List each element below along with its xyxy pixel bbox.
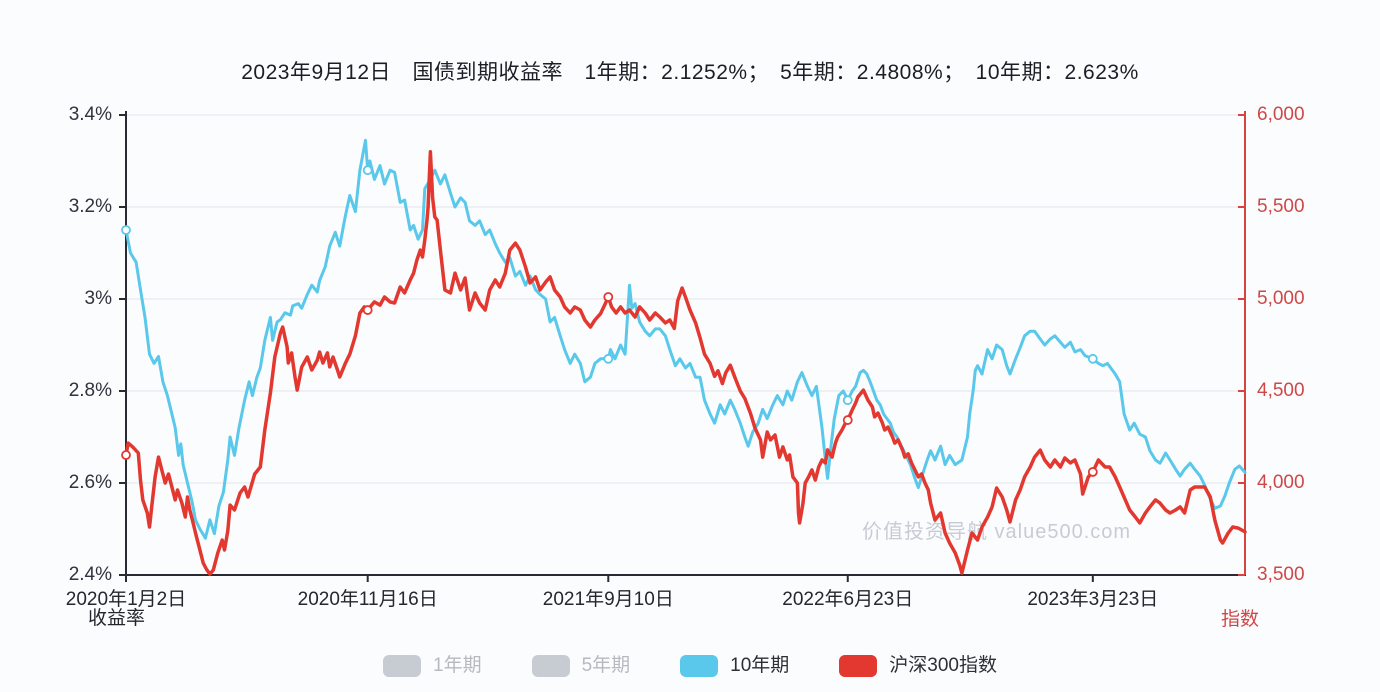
right-axis-name: 指数 (1221, 609, 1260, 630)
left-axis-label: 2.4% (68, 564, 112, 585)
data-point-marker-沪深300指数 (1087, 467, 1098, 477)
series-line-10年期 (124, 138, 1247, 540)
legend-swatch-icon (680, 655, 719, 677)
data-point-marker-10年期 (842, 395, 853, 406)
legend-item-label: 5年期 (581, 655, 631, 676)
chart-title: 2023年9月12日 国债到期收益率 1年期：2.1252%； 5年期：2.48… (241, 61, 1139, 84)
x-axis-label: 2020年11月16日 (297, 589, 438, 610)
x-axis-label: 2021年9月10日 (542, 589, 674, 610)
left-axis-label: 3% (84, 288, 112, 309)
left-axis-label: 2.6% (68, 472, 112, 493)
legend-item-label: 1年期 (433, 655, 482, 676)
legend-item-沪深300指数[interactable]: 沪深300指数 (839, 648, 997, 684)
data-point-marker-沪深300指数 (362, 305, 373, 315)
legend-swatch-icon (531, 655, 570, 677)
x-axis-label: 2020年1月2日 (65, 589, 187, 610)
right-axis-label: 4,500 (1257, 380, 1305, 401)
data-point-marker-沪深300指数 (603, 292, 614, 302)
left-axis-label: 3.4% (68, 104, 112, 125)
right-axis-label: 6,000 (1257, 104, 1305, 125)
x-axis-label: 2023年3月23日 (1027, 589, 1159, 610)
legend: 1年期 5年期 10年期 沪深300指数 (0, 648, 1380, 684)
data-point-marker-10年期 (1087, 353, 1098, 364)
right-axis-label: 3,500 (1257, 564, 1305, 585)
data-point-marker-10年期 (603, 353, 614, 364)
legend-item-5年期[interactable]: 5年期 (531, 648, 631, 684)
legend-item-label: 沪深300指数 (889, 655, 997, 676)
right-axis-label: 4,000 (1257, 472, 1305, 493)
legend-item-10年期[interactable]: 10年期 (680, 648, 789, 684)
series-line-沪深300指数 (124, 150, 1247, 576)
x-axis-label: 2022年6月23日 (782, 589, 914, 610)
watermark: 价值投资导航 value500.com (862, 521, 1132, 543)
legend-item-1年期[interactable]: 1年期 (383, 648, 482, 684)
right-axis-label: 5,500 (1257, 196, 1305, 217)
left-axis-label: 2.8% (68, 380, 112, 401)
data-point-marker-沪深300指数 (842, 415, 853, 425)
data-point-marker-沪深300指数 (121, 450, 131, 460)
legend-swatch-icon (839, 655, 878, 677)
legend-swatch-icon (383, 655, 421, 677)
data-point-marker-10年期 (121, 225, 131, 235)
legend-item-label: 10年期 (730, 655, 790, 676)
right-axis-label: 5,000 (1257, 288, 1305, 309)
left-axis-name: 收益率 (88, 608, 146, 629)
data-point-marker-10年期 (362, 165, 373, 176)
left-axis-label: 3.2% (68, 196, 112, 217)
